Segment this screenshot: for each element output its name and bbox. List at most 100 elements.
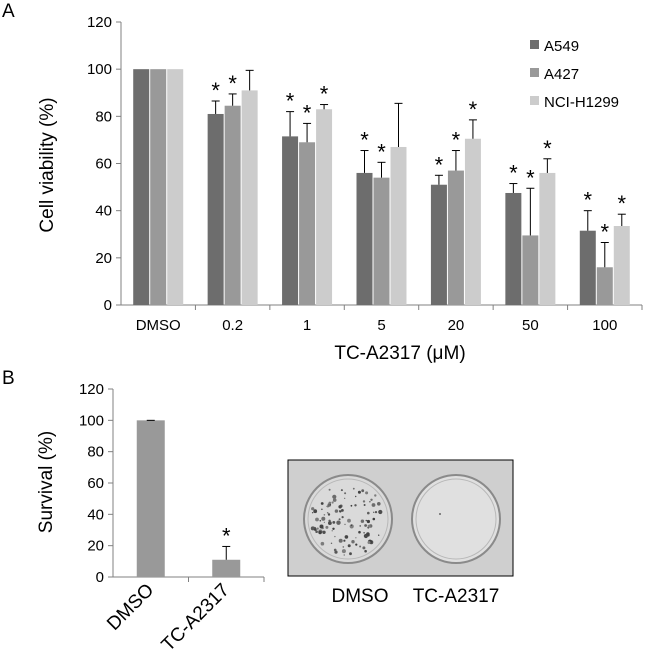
viability-x-axis-label: TC-A2317 (μM) [334, 343, 465, 364]
colony-dot [325, 525, 329, 529]
colony-dot [328, 488, 331, 491]
colony-dot [359, 545, 362, 548]
colony-dot [332, 527, 335, 530]
colony-dot [367, 524, 370, 528]
colony-dot [366, 532, 370, 536]
significance-star: * [435, 152, 444, 177]
y-tick-label: 20 [95, 250, 112, 267]
colony-dot [328, 501, 332, 505]
colony-dot [332, 498, 337, 502]
significance-star: * [320, 82, 329, 107]
colony-dot [318, 530, 322, 535]
colony-dot [321, 528, 323, 530]
colony-photo [287, 459, 514, 577]
bar-a549-20 [430, 184, 447, 305]
significance-star: * [584, 188, 593, 213]
colony-dot [365, 519, 368, 522]
bar-a427-dmso [150, 69, 167, 306]
legend-label-a427: A427 [544, 66, 579, 83]
colony-dot [320, 502, 324, 505]
bar-nci-h1299-50 [539, 172, 556, 305]
x-tick-label: 50 [522, 317, 539, 334]
colony-dot [349, 552, 352, 556]
bar-a427-0-2 [224, 105, 241, 306]
y-tick-label: 0 [104, 297, 112, 314]
panel-label-a: A [2, 1, 15, 22]
bar-nci-h1299-5 [390, 146, 407, 305]
colony-dot [313, 509, 318, 514]
colony-dot [361, 489, 365, 493]
colony-dot [378, 509, 383, 515]
colony-dot [338, 538, 343, 543]
y-tick-label: 60 [87, 475, 104, 492]
legend-swatch-a427 [530, 68, 539, 77]
colony-dot [326, 512, 329, 514]
survival-chart: 0 20 40 60 80 100 120 DMSO * TC-A2317 [79, 381, 265, 656]
colony-dot [365, 491, 369, 495]
y-tick-label: 100 [79, 412, 104, 429]
colony-dot [321, 516, 326, 521]
y-tick-label: 120 [87, 14, 112, 31]
colony-dot [373, 511, 375, 513]
colony-dot [332, 494, 337, 499]
viability-chart: 0 20 40 60 80 100 120 DMSO 0.2 1 5 20 50 100 * * * * * * * * *… [87, 14, 643, 334]
x-tick-label: DMSO [103, 580, 158, 635]
bar-a549-dmso [133, 69, 150, 306]
x-tick-label: 0.2 [222, 317, 243, 334]
colony-dot [344, 535, 349, 539]
colony-dot [341, 549, 346, 554]
colony-dot [321, 508, 323, 511]
colony-dot [359, 525, 362, 527]
x-tick-label: DMSO [136, 317, 181, 334]
colony-dot [326, 505, 328, 508]
significance-star: * [543, 136, 552, 161]
colony-dot [344, 523, 346, 526]
bar-nci-h1299-dmso [167, 69, 184, 306]
bar-nci-h1299-1 [316, 109, 333, 305]
bar-a427-20 [447, 170, 464, 305]
colony-dot [367, 511, 370, 515]
colony-dot [319, 524, 324, 529]
colony-dot [315, 530, 318, 533]
colony-dot [351, 540, 355, 544]
photo-label-tc-a2317: TC-A2317 [413, 586, 500, 607]
panel-label-b: B [2, 368, 15, 389]
colony-dot [340, 489, 343, 492]
colony-dot [374, 510, 378, 514]
colony-dot [363, 532, 365, 534]
significance-star: * [211, 78, 220, 103]
significance-star: * [228, 71, 237, 96]
dish-tc-a2317 [411, 474, 501, 564]
y-tick-label: 20 [87, 538, 104, 555]
significance-star: * [286, 89, 295, 114]
significance-star: * [618, 191, 627, 216]
colony-dot [360, 519, 365, 523]
colony-dot [338, 510, 341, 512]
y-tick-label: 80 [95, 108, 112, 125]
colony-dot [341, 516, 344, 519]
colony-dot [347, 544, 351, 548]
bar-a549-50 [505, 192, 522, 305]
colony-dot [364, 524, 367, 527]
colony-dots [310, 487, 383, 556]
significance-star: * [452, 128, 461, 153]
bar-nci-h1299-100 [613, 225, 630, 305]
survival-bar-tc-a2317 [212, 559, 241, 577]
bar-nci-h1299-0-2 [241, 90, 258, 306]
legend-label-nci-h1299: NCI-H1299 [544, 94, 619, 111]
viability-legend: A549 A427 NCI-H1299 [530, 38, 619, 111]
colony-dot [358, 530, 361, 534]
dish-tc-a2317-inner-rim [415, 478, 497, 560]
colony-dot [362, 546, 366, 550]
colony-dot [370, 498, 373, 501]
colony-dot [343, 539, 346, 542]
colony-dot [371, 503, 376, 507]
colony-dot [327, 513, 331, 516]
colony-dot [331, 501, 334, 504]
y-tick-label: 40 [95, 203, 112, 220]
colony-dot [355, 537, 357, 539]
colony-dot [338, 505, 342, 509]
colony-dot [311, 507, 315, 511]
single-colony [439, 513, 441, 515]
